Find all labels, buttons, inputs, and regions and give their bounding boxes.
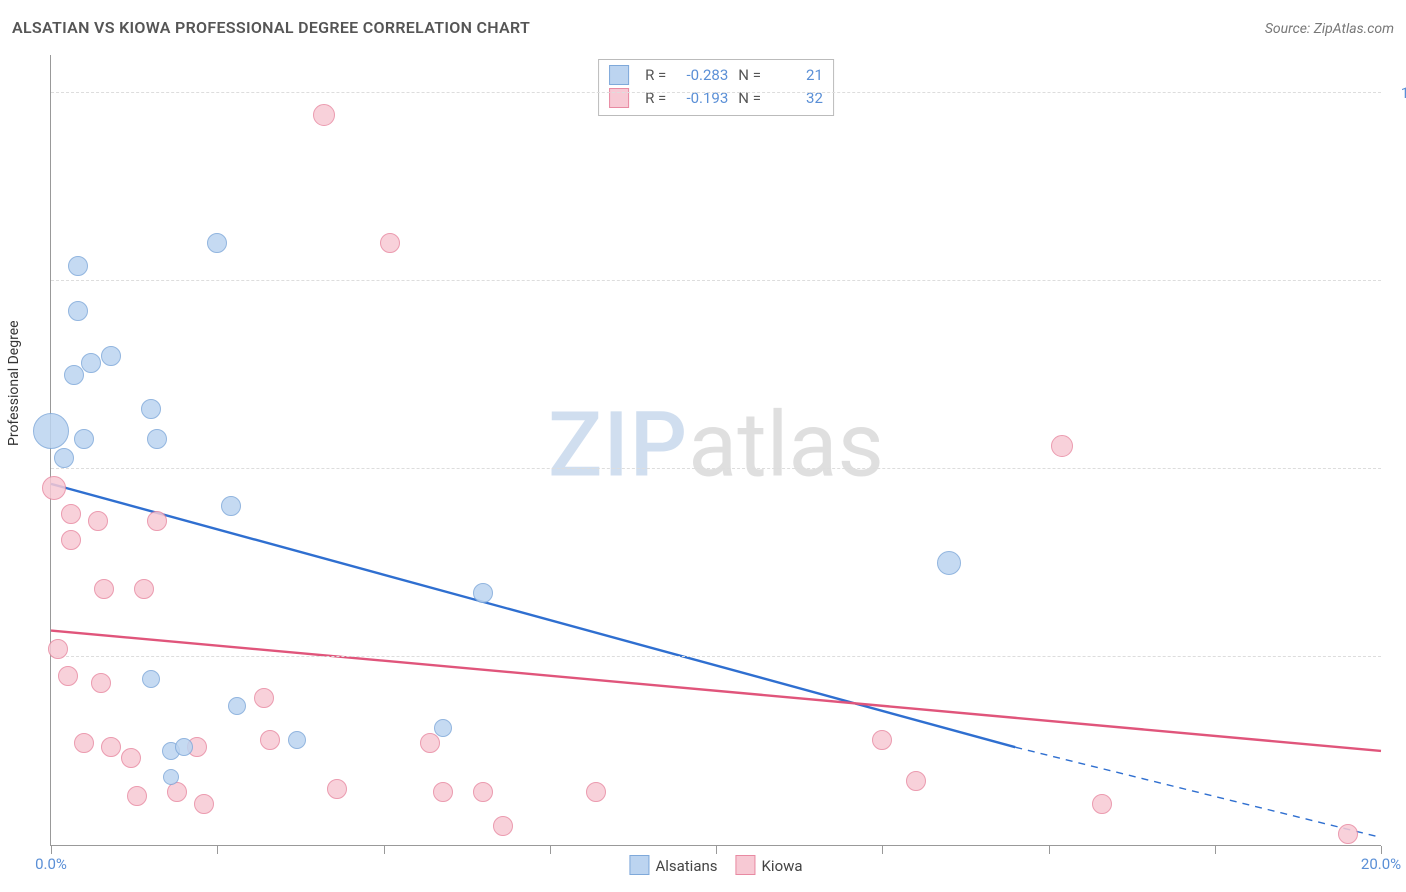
scatter-point-kiowa (94, 579, 114, 599)
x-tick (384, 846, 385, 854)
gridline (51, 656, 1381, 657)
scatter-point-kiowa (254, 688, 274, 708)
scatter-point-alsatians (141, 399, 161, 419)
chart-source: Source: ZipAtlas.com (1265, 21, 1394, 37)
scatter-point-kiowa (1051, 435, 1073, 457)
scatter-point-alsatians (147, 429, 167, 449)
scatter-point-kiowa (121, 748, 141, 768)
scatter-point-alsatians (288, 731, 306, 749)
legend-swatch-kiowa (736, 855, 756, 875)
scatter-point-kiowa (1092, 794, 1112, 814)
stats-row-alsatians: R = -0.283 N = 21 (609, 64, 823, 87)
legend-label-kiowa: Kiowa (762, 857, 803, 875)
scatter-point-kiowa (167, 782, 187, 802)
x-tick-label: 20.0% (1361, 855, 1401, 873)
scatter-point-kiowa (58, 666, 78, 686)
y-tick-label: 2.5% (1386, 648, 1406, 666)
scatter-point-kiowa (906, 771, 926, 791)
scatter-point-kiowa (74, 733, 94, 753)
legend-label-alsatians: Alsatians (655, 857, 717, 875)
scatter-point-alsatians (81, 353, 101, 373)
plot-area: ZIPatlas R = -0.283 N = 21 R = -0.193 N … (50, 55, 1381, 846)
scatter-point-kiowa (61, 530, 81, 550)
swatch-alsatians (609, 65, 629, 85)
watermark-zip: ZIP (548, 392, 688, 497)
scatter-point-alsatians (175, 738, 193, 756)
scatter-point-alsatians (142, 670, 160, 688)
legend-item-kiowa: Kiowa (736, 855, 803, 875)
scatter-point-alsatians (68, 256, 88, 276)
scatter-point-alsatians (101, 346, 121, 366)
stats-r-kiowa: -0.193 (676, 87, 728, 110)
scatter-point-alsatians (64, 365, 84, 385)
scatter-point-alsatians (68, 301, 88, 321)
scatter-point-alsatians (54, 448, 74, 468)
scatter-point-kiowa (473, 782, 493, 802)
scatter-point-kiowa (313, 104, 335, 126)
scatter-point-kiowa (48, 639, 68, 659)
x-tick (716, 846, 717, 854)
watermark-atlas: atlas (688, 392, 884, 497)
watermark: ZIPatlas (548, 392, 884, 497)
y-tick-label: 7.5% (1386, 272, 1406, 290)
stats-row-kiowa: R = -0.193 N = 32 (609, 87, 823, 110)
scatter-point-alsatians (473, 583, 493, 603)
scatter-point-kiowa (586, 782, 606, 802)
y-tick-label: 10.0% (1386, 84, 1406, 102)
x-tick (51, 846, 52, 854)
scatter-point-kiowa (91, 673, 111, 693)
scatter-point-alsatians (937, 551, 961, 575)
chart-title: ALSATIAN VS KIOWA PROFESSIONAL DEGREE CO… (12, 18, 530, 37)
x-tick (217, 846, 218, 854)
scatter-point-kiowa (433, 782, 453, 802)
scatter-point-alsatians (74, 429, 94, 449)
scatter-point-kiowa (872, 730, 892, 750)
legend-swatch-alsatians (629, 855, 649, 875)
y-tick-label: 5.0% (1386, 460, 1406, 478)
x-tick (550, 846, 551, 854)
scatter-point-alsatians (163, 769, 179, 785)
scatter-point-kiowa (134, 579, 154, 599)
scatter-point-kiowa (493, 816, 513, 836)
scatter-point-kiowa (194, 794, 214, 814)
scatter-point-alsatians (33, 413, 69, 449)
stats-r-alsatians: -0.283 (676, 64, 728, 87)
x-tick (1215, 846, 1216, 854)
legend: Alsatians Kiowa (629, 855, 802, 875)
x-tick (1381, 846, 1382, 854)
y-axis-label: Professional Degree (6, 320, 22, 446)
scatter-point-kiowa (147, 511, 167, 531)
scatter-point-kiowa (380, 233, 400, 253)
scatter-point-alsatians (207, 233, 227, 253)
scatter-point-alsatians (434, 719, 452, 737)
scatter-point-kiowa (420, 733, 440, 753)
scatter-point-kiowa (260, 730, 280, 750)
stats-n-label: N = (738, 87, 761, 110)
legend-item-alsatians: Alsatians (629, 855, 717, 875)
stats-r-label: R = (645, 64, 666, 87)
scatter-point-kiowa (1338, 824, 1358, 844)
gridline (51, 468, 1381, 469)
scatter-point-kiowa (42, 476, 66, 500)
x-tick (1049, 846, 1050, 854)
trend-lines (51, 55, 1381, 845)
scatter-point-alsatians (221, 496, 241, 516)
gridline (51, 280, 1381, 281)
scatter-point-kiowa (101, 737, 121, 757)
stats-n-kiowa: 32 (771, 87, 823, 110)
stats-n-label: N = (738, 64, 761, 87)
x-tick (882, 846, 883, 854)
scatter-point-kiowa (88, 511, 108, 531)
stats-n-alsatians: 21 (771, 64, 823, 87)
x-tick-label: 0.0% (35, 855, 67, 873)
scatter-point-kiowa (127, 786, 147, 806)
stats-box: R = -0.283 N = 21 R = -0.193 N = 32 (598, 59, 834, 116)
gridline (51, 92, 1381, 93)
stats-r-label: R = (645, 87, 666, 110)
scatter-point-kiowa (61, 504, 81, 524)
scatter-point-kiowa (327, 779, 347, 799)
scatter-point-alsatians (228, 697, 246, 715)
